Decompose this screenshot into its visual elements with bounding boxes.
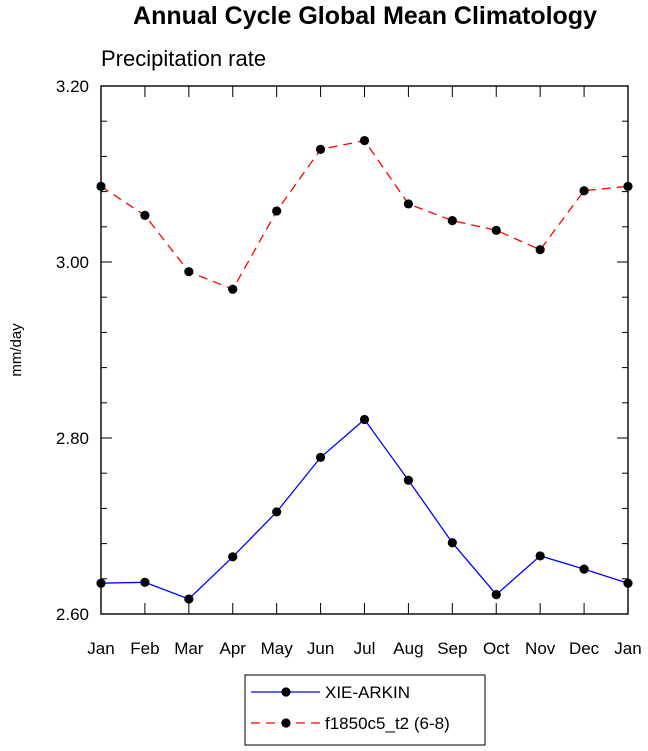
series-layer — [96, 135, 633, 604]
data-point — [359, 414, 370, 425]
legend-box — [244, 674, 486, 746]
data-point — [184, 594, 194, 604]
series-line — [100, 139, 629, 291]
x-tick-label: Dec — [569, 639, 600, 658]
data-point — [491, 590, 501, 600]
x-tick-label: Oct — [483, 639, 510, 658]
y-tick-label: 2.80 — [56, 429, 89, 448]
legend-entry: XIE-ARKIN — [251, 683, 410, 702]
axis-ticks — [100, 85, 629, 615]
data-point — [96, 181, 106, 191]
series-line — [100, 418, 629, 600]
data-point — [447, 538, 457, 548]
legend: XIE-ARKIN f1850c5_t2 (6-8) — [244, 674, 486, 746]
data-point — [272, 206, 282, 216]
y-axis-label: mm/day — [8, 323, 25, 377]
data-point — [535, 245, 545, 255]
data-point — [315, 144, 326, 154]
x-tick-label: Sep — [437, 639, 467, 658]
data-point — [403, 199, 414, 209]
x-tick-label: Jun — [307, 639, 334, 658]
y-tick-label: 2.60 — [56, 605, 89, 624]
data-point — [623, 181, 633, 191]
chart-title: Annual Cycle Global Mean Climatology — [133, 2, 597, 30]
y-tick-labels: 2.60 2.80 3.00 3.20 — [56, 77, 89, 624]
x-tick-label: Nov — [525, 639, 556, 658]
data-point — [228, 284, 238, 294]
y-tick-label: 3.20 — [56, 77, 89, 96]
series-0 — [96, 414, 633, 604]
data-point — [184, 267, 194, 277]
x-tick-labels: Jan Feb Mar Apr May Jun Jul Aug Sep Oct Nov Dec Jan — [87, 639, 641, 658]
data-point — [228, 552, 238, 562]
legend-swatch-marker — [281, 687, 291, 697]
x-tick-label: Mar — [174, 639, 204, 658]
data-point — [403, 475, 414, 485]
x-tick-label: Jan — [87, 639, 114, 658]
x-tick-label: Aug — [393, 639, 423, 658]
data-point — [579, 186, 589, 196]
data-point — [96, 578, 106, 588]
data-point — [140, 577, 150, 587]
data-point — [140, 210, 150, 220]
data-point — [447, 216, 457, 226]
data-point — [359, 135, 370, 146]
data-point — [535, 551, 545, 561]
data-point — [491, 225, 501, 235]
legend-label: XIE-ARKIN — [325, 683, 410, 702]
x-tick-label: Apr — [220, 639, 247, 658]
chart-subtitle: Precipitation rate — [101, 46, 266, 71]
x-tick-label: Feb — [130, 639, 159, 658]
legend-label: f1850c5_t2 (6-8) — [325, 714, 450, 733]
plot-frame — [100, 85, 629, 615]
x-tick-label: May — [261, 639, 294, 658]
x-tick-label: Jan — [614, 639, 641, 658]
x-tick-label: Jul — [354, 639, 376, 658]
data-point — [315, 452, 326, 462]
series-1 — [96, 135, 633, 294]
data-point — [623, 578, 633, 588]
data-point — [272, 507, 282, 517]
legend-swatch-marker — [281, 718, 291, 728]
y-tick-label: 3.00 — [56, 253, 89, 272]
data-point — [579, 564, 589, 574]
legend-entry: f1850c5_t2 (6-8) — [251, 714, 450, 733]
